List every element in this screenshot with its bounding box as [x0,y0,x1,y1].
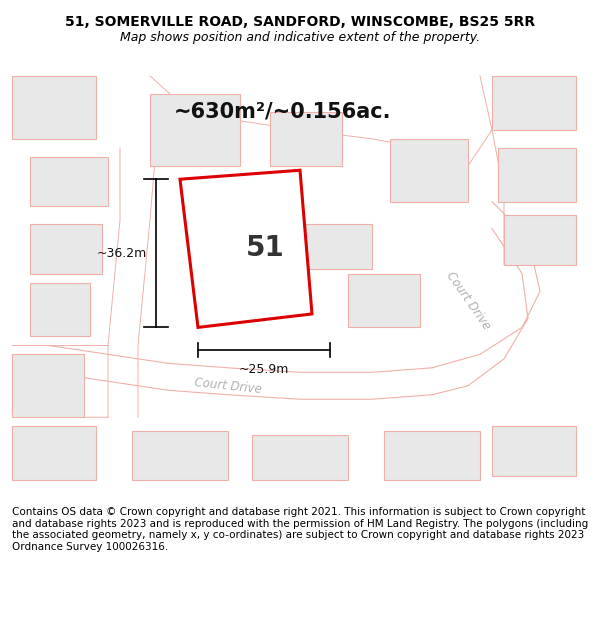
Polygon shape [30,224,102,274]
Text: Court Drive: Court Drive [443,269,493,332]
Polygon shape [492,426,576,476]
Text: Map shows position and indicative extent of the property.: Map shows position and indicative extent… [120,31,480,44]
Text: ~25.9m: ~25.9m [239,363,289,376]
Polygon shape [300,224,372,269]
Polygon shape [12,426,96,480]
Polygon shape [180,170,312,328]
Polygon shape [12,354,84,418]
Polygon shape [384,431,480,480]
Text: 51, SOMERVILLE ROAD, SANDFORD, WINSCOMBE, BS25 5RR: 51, SOMERVILLE ROAD, SANDFORD, WINSCOMBE… [65,14,535,29]
Text: Court Drive: Court Drive [194,376,262,396]
Text: 51: 51 [246,234,285,262]
Polygon shape [504,215,576,264]
Text: ~630m²/~0.156ac.: ~630m²/~0.156ac. [173,102,391,122]
Polygon shape [492,76,576,130]
Polygon shape [12,76,96,139]
Polygon shape [30,282,90,336]
Polygon shape [270,112,342,166]
Polygon shape [252,435,348,480]
Polygon shape [132,431,228,480]
Text: ~36.2m: ~36.2m [97,247,147,260]
Text: Contains OS data © Crown copyright and database right 2021. This information is : Contains OS data © Crown copyright and d… [12,507,588,552]
Polygon shape [390,139,468,202]
Polygon shape [30,157,108,206]
Polygon shape [498,148,576,202]
Polygon shape [150,94,240,166]
Polygon shape [348,274,420,328]
